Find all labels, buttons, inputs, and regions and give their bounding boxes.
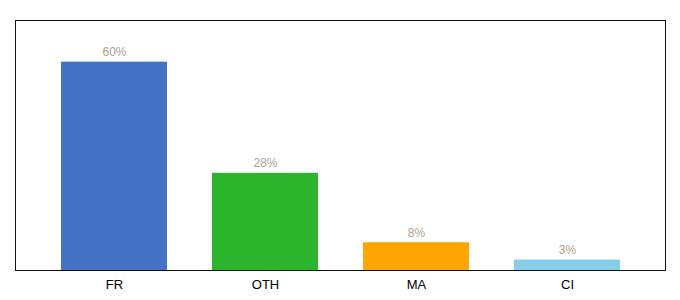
svg-text:MA: MA [407, 277, 427, 292]
svg-text:FR: FR [106, 277, 123, 292]
svg-text:OTH: OTH [252, 277, 279, 292]
svg-text:8%: 8% [408, 226, 426, 240]
svg-text:CI: CI [561, 277, 574, 292]
svg-text:28%: 28% [253, 156, 277, 170]
svg-text:3%: 3% [559, 243, 577, 257]
svg-text:60%: 60% [102, 45, 126, 59]
